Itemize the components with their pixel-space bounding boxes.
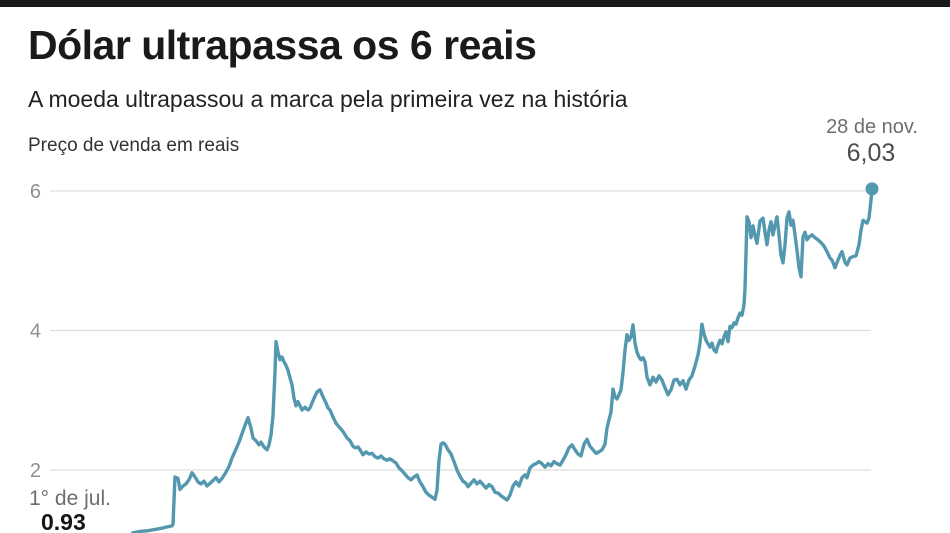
top-border-bar [0,0,950,7]
y-axis-tick-label: 2 [30,460,41,482]
chart-subtitle: A moeda ultrapassou a marca pela primeir… [28,86,628,112]
start-annotation-value: 0.93 [41,509,86,533]
y-axis-tick-label: 6 [30,181,41,203]
end-annotation-date: 28 de nov. [826,116,918,138]
y-axis-tick-label: 4 [30,321,41,343]
exchange-rate-line [130,187,874,533]
start-annotation-date: 1° de jul. [29,487,111,510]
axis-unit-label: Preço de venda em reais [28,135,240,156]
end-annotation-value: 6,03 [846,139,896,167]
end-point-marker [865,182,879,196]
chart-title: Dólar ultrapassa os 6 reais [28,22,537,68]
